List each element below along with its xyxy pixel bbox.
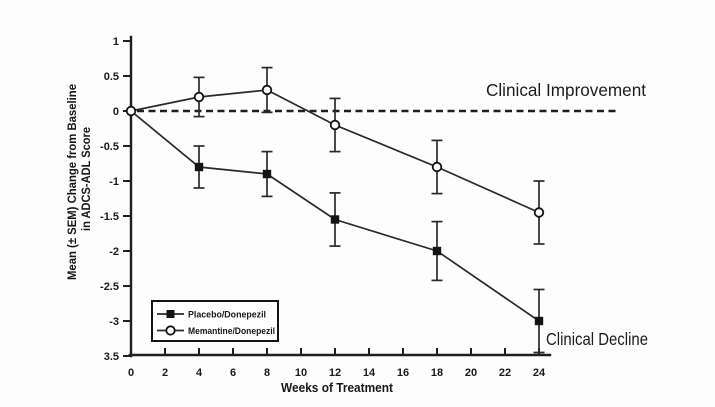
x-axis-title: Weeks of Treatment bbox=[281, 380, 394, 395]
x-tick-label: 4 bbox=[196, 367, 203, 379]
x-tick-label: 24 bbox=[533, 367, 546, 379]
x-tick-label: 0 bbox=[128, 367, 134, 379]
y-tick-label: -2 bbox=[109, 246, 119, 258]
memantine-donepezil-marker bbox=[431, 161, 443, 173]
y-tick-label: 1 bbox=[113, 36, 119, 48]
placebo-donepezil-marker bbox=[262, 169, 272, 179]
x-tick-label: 22 bbox=[499, 367, 511, 379]
legend-marker-placebo-donepezil bbox=[166, 310, 175, 318]
placebo-donepezil-marker bbox=[194, 162, 204, 172]
legend-marker-memantine-donepezil bbox=[165, 325, 176, 336]
placebo-donepezil-marker bbox=[330, 215, 340, 224]
x-tick-label: 6 bbox=[230, 367, 236, 379]
x-tick-label: 14 bbox=[363, 367, 376, 379]
placebo-donepezil-marker bbox=[534, 316, 544, 326]
plot-area: 10.50-0.5-1-1.5-2-2.5-33.50 2 4 6 8 10 12 14 16 1… bbox=[100, 35, 617, 379]
x-tick-label: 12 bbox=[329, 367, 341, 379]
x-tick-label: 8 bbox=[264, 367, 270, 379]
y-tick-label: -1 bbox=[109, 176, 119, 188]
y-tick-label: -3 bbox=[109, 316, 119, 328]
x-tick-label: 16 bbox=[397, 367, 409, 379]
y-tick-label: -0.5 bbox=[100, 141, 119, 153]
clinical-decline-label: Clinical Decline bbox=[546, 329, 648, 349]
memantine-donepezil-marker bbox=[125, 105, 137, 117]
memantine-donepezil-marker bbox=[533, 207, 545, 218]
x-tick-label: 10 bbox=[295, 367, 307, 379]
placebo-donepezil-marker bbox=[432, 246, 442, 256]
memantine-donepezil-marker bbox=[261, 84, 273, 96]
legend-label-placebo-donepezil: Placebo/Donepezil bbox=[188, 310, 266, 321]
clinical-improvement-label: Clinical Improvement bbox=[486, 80, 646, 100]
legend-label-memantine-donepezil: Memantine/Donepezil bbox=[188, 326, 275, 337]
x-tick-label: 18 bbox=[431, 367, 443, 379]
placebo-donepezil-line bbox=[130, 110, 540, 322]
x-tick-label: 2 bbox=[162, 367, 168, 379]
y-tick-label: 0.5 bbox=[104, 71, 119, 83]
memantine-donepezil-marker bbox=[193, 91, 205, 103]
y-tick-label: -1.5 bbox=[100, 211, 119, 223]
x-tick-label: 20 bbox=[465, 367, 477, 379]
y-tick-label: 3.5 bbox=[104, 351, 119, 363]
y-tick-label: 0 bbox=[113, 106, 119, 118]
memantine-donepezil-line bbox=[130, 89, 540, 214]
y-axis-title-line2: in ADCS-ADL Score bbox=[81, 127, 93, 231]
y-axis-title-line1: Mean (± SEM) Change from Baseline bbox=[67, 84, 79, 280]
y-tick-label: -2.5 bbox=[100, 281, 119, 293]
memantine-donepezil-marker bbox=[329, 119, 341, 131]
